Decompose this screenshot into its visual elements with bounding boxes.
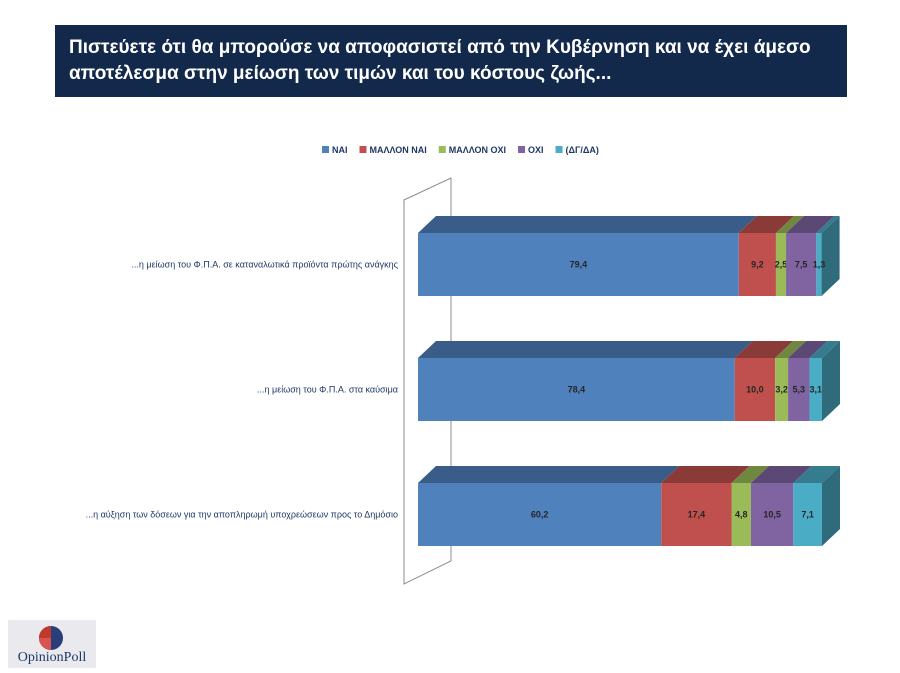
data-label-1-4: 7,5 — [795, 260, 808, 270]
bar-3-1 — [418, 483, 662, 546]
logo-text: OpinionPoll — [17, 650, 87, 665]
bar-3-5 — [793, 483, 822, 546]
title-banner: Πιστεύετε ότι θα μπορούσε να αποφασιστεί… — [55, 25, 847, 97]
category-label-2: ...η μείωση του Φ.Π.Α. στα καύσιμα — [257, 385, 398, 395]
bar-1-2-top — [738, 216, 794, 233]
title-line-2: αποτέλεσμα στην μείωση των τιμών και του… — [69, 63, 612, 84]
data-label-2-2: 10,0 — [746, 385, 764, 395]
data-label-2-1: 78,4 — [568, 385, 586, 395]
bar-1-3-top — [775, 216, 805, 233]
data-label-1-3: 2,5 — [775, 260, 788, 270]
bar-3-2 — [661, 483, 732, 546]
bar-1-1-top — [418, 216, 757, 233]
bar-3-4 — [750, 483, 794, 546]
bar-3-1-top — [418, 466, 680, 483]
bar-2-5 — [809, 358, 822, 421]
legend-label-1: ΝΑΙ — [332, 145, 348, 155]
bar-2-2-top — [734, 341, 794, 358]
bar-2-5-top — [809, 341, 840, 358]
title-line-1: Πιστεύετε ότι θα μπορούσε να αποφασιστεί… — [69, 37, 811, 58]
bar-1-1 — [418, 233, 739, 296]
bar-3-3 — [731, 483, 751, 546]
data-label-3-1: 60,2 — [531, 510, 549, 520]
data-label-1-1: 79,4 — [570, 260, 588, 270]
bar-1-5 — [816, 233, 822, 296]
logo-circle-icon — [39, 626, 63, 650]
data-label-2-3: 3,2 — [775, 385, 788, 395]
legend-label-4: ΟΧΙ — [528, 145, 544, 155]
opinionpoll-logo: OpinionPoll — [8, 620, 96, 668]
bar-1-2 — [738, 233, 776, 296]
bar-1-4 — [786, 233, 817, 296]
legend-swatch-3 — [438, 146, 446, 153]
legend-swatch-2 — [359, 146, 367, 153]
bar-1-4-top — [786, 216, 835, 233]
bar-2-1-top — [418, 341, 753, 358]
bar-3-5-top — [793, 466, 840, 483]
legend-swatch-4 — [518, 146, 526, 153]
data-label-3-2: 17,4 — [688, 510, 706, 520]
category-label-1: ...η μείωση του Φ.Π.Α. σε καταναλωτικά π… — [131, 260, 398, 270]
bar-1-3 — [775, 233, 787, 296]
data-label-2-5: 3,1 — [809, 385, 822, 395]
bar-2-5-side — [822, 341, 840, 421]
legend-label-2: ΜΑΛΛΟΝ ΝΑΙ — [370, 145, 427, 155]
bar-1-5-top — [816, 216, 840, 233]
bar-3-4-top — [750, 466, 812, 483]
data-label-1-2: 9,2 — [751, 260, 764, 270]
bar-3-5-side — [822, 466, 840, 546]
data-label-1-5: 1,3 — [813, 260, 826, 270]
bar-1-5-side — [821, 216, 840, 296]
bar-2-3 — [775, 358, 789, 421]
axis-wall — [403, 177, 452, 585]
bar-3-3-top — [731, 466, 769, 483]
bar-2-2 — [734, 358, 776, 421]
data-label-2-4: 5,3 — [793, 385, 806, 395]
bar-3-2-top — [661, 466, 750, 483]
bar-2-4 — [788, 358, 810, 421]
legend-label-3: ΜΑΛΛΟΝ ΟΧΙ — [449, 145, 506, 155]
bar-2-1 — [418, 358, 735, 421]
bar-2-4-top — [788, 341, 828, 358]
data-label-3-4: 10,5 — [763, 510, 781, 520]
bar-2-3-top — [775, 341, 807, 358]
data-label-3-5: 7,1 — [801, 510, 814, 520]
data-label-3-3: 4,8 — [735, 510, 748, 520]
legend-label-5: (ΔΓ/ΔΑ) — [566, 145, 599, 155]
legend-swatch-5 — [555, 146, 563, 153]
legend-swatch-1 — [322, 146, 329, 153]
category-label-3: ...η αύξηση των δόσεων για την αποπληρωμ… — [86, 510, 398, 520]
